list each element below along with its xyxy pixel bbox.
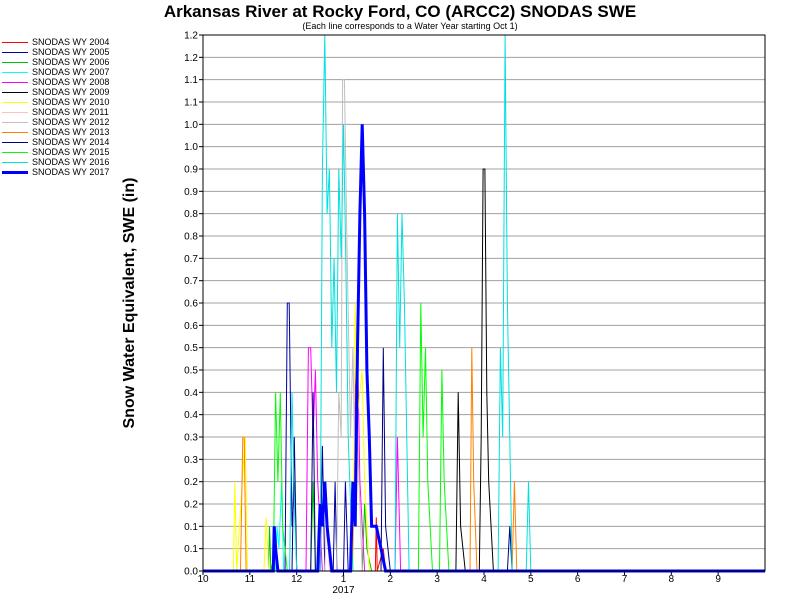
- x-tick-label: 5: [528, 574, 534, 585]
- series-line: [203, 34, 765, 572]
- legend-swatch: [2, 141, 28, 143]
- x-tick-label: 9: [715, 574, 721, 585]
- legend-label: SNODAS WY 2006: [32, 57, 110, 67]
- legend-swatch: [2, 131, 28, 133]
- y-tick-label: 0.7: [184, 276, 198, 287]
- x-tick-label: 6: [575, 574, 581, 585]
- legend-swatch: [2, 101, 28, 103]
- y-tick-label: 1.1: [184, 98, 198, 109]
- legend-swatch: [2, 161, 28, 163]
- legend-label: SNODAS WY 2013: [32, 127, 110, 137]
- y-tick-labels: 0.0 0.1 0.1 0.2 0.2 0.3 0.3 0.4 0.4 0.5 0.5 0.6 0.6 0…: [184, 31, 203, 578]
- legend-label: SNODAS WY 2012: [32, 117, 110, 127]
- legend-label: SNODAS WY 2005: [32, 47, 110, 57]
- y-tick-label: 0.8: [184, 232, 198, 243]
- y-tick-label: 0.3: [184, 455, 198, 466]
- x-tick-label: 3: [434, 574, 440, 585]
- x-tick-label: 10: [197, 574, 209, 585]
- legend-swatch: [2, 111, 28, 113]
- legend-item: SNODAS WY 2017: [2, 167, 109, 177]
- legend-item: SNODAS WY 2012: [2, 117, 109, 127]
- chart-title: Arkansas River at Rocky Ford, CO (ARCC2)…: [163, 2, 637, 21]
- legend: SNODAS WY 2004 SNODAS WY 2005 SNODAS WY 20…: [2, 37, 109, 177]
- legend-label: SNODAS WY 2010: [32, 97, 110, 107]
- legend-item: SNODAS WY 2004: [2, 37, 109, 47]
- legend-item: SNODAS WY 2013: [2, 127, 109, 137]
- legend-label: SNODAS WY 2016: [32, 157, 110, 167]
- chart-subtitle: (Each line corresponds to a Water Year s…: [302, 21, 518, 31]
- y-tick-label: 0.9: [184, 165, 198, 176]
- y-tick-label: 0.8: [184, 209, 198, 220]
- y-tick-label: 0.6: [184, 321, 198, 332]
- legend-item: SNODAS WY 2011: [2, 107, 109, 117]
- y-tick-label: 1.2: [184, 53, 198, 64]
- legend-swatch: [2, 71, 28, 73]
- y-tick-label: 0.3: [184, 433, 198, 444]
- legend-label: SNODAS WY 2014: [32, 137, 110, 147]
- y-tick-label: 0.1: [184, 544, 198, 555]
- series-line: [203, 302, 765, 572]
- legend-swatch: [2, 61, 28, 63]
- series-line: [203, 168, 765, 572]
- legend-swatch: [2, 170, 28, 174]
- plot-frame: [202, 34, 766, 572]
- legend-item: SNODAS WY 2005: [2, 47, 109, 57]
- legend-item: SNODAS WY 2008: [2, 77, 109, 87]
- series-line: [203, 481, 765, 572]
- series-line: [203, 302, 765, 572]
- legend-item: SNODAS WY 2009: [2, 87, 109, 97]
- legend-item: SNODAS WY 2015: [2, 147, 109, 157]
- y-tick-label: 0.5: [184, 366, 198, 377]
- legend-swatch: [2, 51, 28, 53]
- x-year-label: 2017: [332, 585, 355, 596]
- legend-label: SNODAS WY 2008: [32, 77, 110, 87]
- y-tick-label: 0.6: [184, 299, 198, 310]
- x-tick-label: 7: [622, 574, 628, 585]
- legend-swatch: [2, 81, 28, 83]
- legend-label: SNODAS WY 2017: [32, 167, 110, 177]
- legend-label: SNODAS WY 2015: [32, 147, 110, 157]
- legend-item: SNODAS WY 2007: [2, 67, 109, 77]
- x-tick-label: 8: [669, 574, 675, 585]
- legend-label: SNODAS WY 2009: [32, 87, 110, 97]
- legend-label: SNODAS WY 2007: [32, 67, 110, 77]
- series-line: [203, 503, 765, 572]
- legend-label: SNODAS WY 2011: [32, 107, 109, 117]
- legend-item: SNODAS WY 2016: [2, 157, 109, 167]
- y-tick-label: 1.0: [184, 120, 198, 131]
- legend-swatch: [2, 121, 28, 123]
- x-tick-label: 11: [245, 574, 256, 585]
- legend-label: SNODAS WY 2004: [32, 37, 110, 47]
- x-tick-label: 2: [388, 574, 394, 585]
- y-tick-label: 0.0: [184, 567, 198, 578]
- y-tick-label: 0.2: [184, 477, 198, 488]
- y-tick-label: 0.1: [184, 522, 198, 533]
- series-line: [203, 347, 765, 572]
- legend-item: SNODAS WY 2014: [2, 137, 109, 147]
- x-tick-label: 1: [341, 574, 347, 585]
- legend-item: SNODAS WY 2006: [2, 57, 109, 67]
- y-tick-label: 0.2: [184, 500, 198, 511]
- legend-swatch: [2, 91, 28, 93]
- y-tick-label: 0.7: [184, 254, 198, 265]
- y-tick-label: 0.4: [184, 388, 198, 399]
- y-tick-label: 1.1: [184, 75, 198, 86]
- series-line: [203, 517, 765, 572]
- legend-swatch: [2, 151, 28, 153]
- series-line: [203, 302, 765, 572]
- legend-swatch: [2, 41, 28, 43]
- x-tick-label: 12: [291, 574, 303, 585]
- x-tick-label: 4: [481, 574, 487, 585]
- y-tick-label: 1.0: [184, 142, 198, 153]
- y-tick-label: 1.2: [184, 31, 198, 42]
- y-tick-label: 0.9: [184, 187, 198, 198]
- legend-item: SNODAS WY 2010: [2, 97, 109, 107]
- y-tick-label: 0.5: [184, 343, 198, 354]
- y-tick-label: 0.4: [184, 410, 198, 421]
